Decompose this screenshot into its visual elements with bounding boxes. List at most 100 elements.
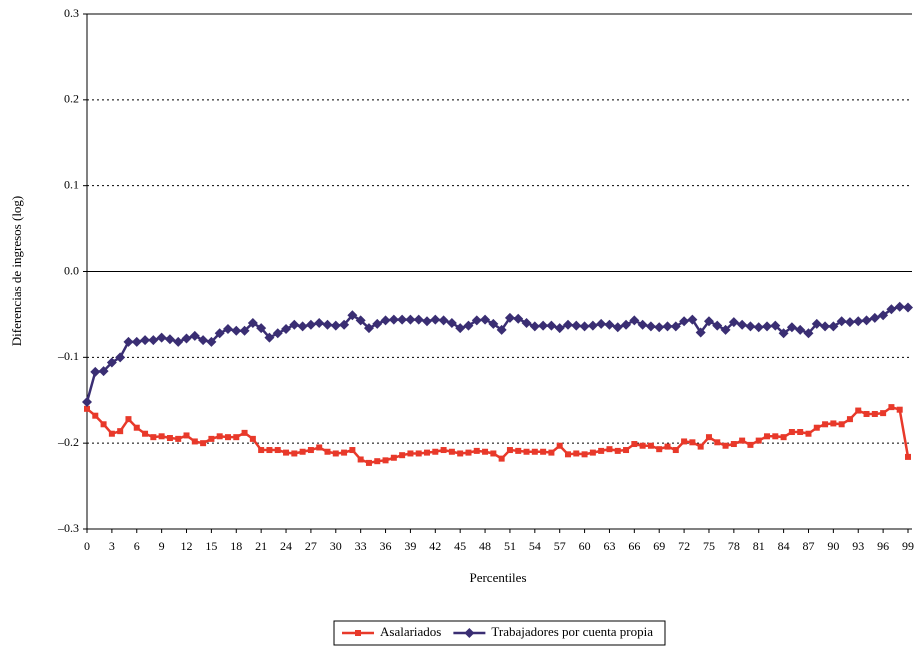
marker — [297, 321, 308, 332]
marker — [123, 336, 134, 347]
marker — [813, 424, 820, 431]
marker — [100, 421, 107, 428]
marker — [92, 412, 99, 419]
x-tick-label: 27 — [305, 539, 317, 553]
marker — [695, 327, 706, 338]
marker — [647, 442, 654, 449]
marker — [455, 323, 466, 334]
x-tick-label: 99 — [902, 539, 914, 553]
marker — [407, 450, 414, 457]
marker — [457, 450, 464, 457]
marker — [430, 314, 441, 325]
marker — [838, 421, 845, 428]
marker — [556, 442, 563, 449]
marker — [448, 448, 455, 455]
x-tick-label: 24 — [280, 539, 292, 553]
x-tick-label: 96 — [877, 539, 889, 553]
marker — [349, 447, 356, 454]
x-tick-label: 48 — [479, 539, 491, 553]
marker — [805, 430, 812, 437]
series-line — [86, 405, 910, 465]
marker — [208, 435, 215, 442]
marker — [397, 314, 408, 325]
marker — [564, 451, 571, 458]
x-tick-label: 21 — [255, 539, 267, 553]
marker — [283, 449, 290, 456]
marker — [853, 316, 864, 327]
marker — [200, 440, 207, 447]
marker — [714, 439, 721, 446]
marker — [380, 315, 391, 326]
marker — [664, 443, 671, 450]
x-tick-label: 93 — [852, 539, 864, 553]
marker — [681, 438, 688, 445]
marker — [117, 428, 124, 435]
x-tick-label: 9 — [159, 539, 165, 553]
x-tick-label: 63 — [603, 539, 615, 553]
marker — [631, 441, 638, 448]
legend-marker — [464, 628, 475, 638]
marker — [482, 448, 489, 455]
marker — [786, 322, 797, 333]
marker — [523, 448, 530, 455]
marker — [231, 325, 242, 336]
y-axis-label: Diferencias de ingresos (log) — [9, 196, 24, 347]
marker — [780, 434, 787, 441]
marker — [896, 406, 903, 413]
marker — [206, 336, 217, 347]
marker — [316, 444, 323, 451]
marker — [903, 302, 913, 313]
marker — [905, 453, 911, 460]
y-tick-label: 0.1 — [64, 177, 79, 191]
marker — [540, 448, 547, 455]
marker — [596, 318, 607, 329]
x-tick-label: 12 — [181, 539, 193, 553]
marker — [755, 437, 762, 444]
x-tick-label: 57 — [554, 539, 566, 553]
marker — [189, 330, 200, 341]
marker — [778, 328, 789, 339]
marker — [606, 446, 613, 453]
marker — [515, 447, 522, 454]
marker — [770, 320, 781, 331]
marker — [878, 310, 889, 321]
marker — [314, 318, 325, 328]
marker — [324, 448, 331, 455]
marker — [712, 320, 723, 331]
marker — [222, 324, 233, 335]
marker — [581, 451, 588, 458]
marker — [399, 452, 406, 459]
marker — [156, 332, 167, 343]
marker — [90, 366, 101, 377]
marker — [249, 435, 256, 442]
marker — [679, 316, 690, 327]
marker — [166, 435, 173, 442]
x-tick-label: 30 — [330, 539, 342, 553]
marker — [415, 450, 422, 457]
marker — [614, 447, 621, 454]
marker — [745, 321, 756, 332]
marker — [307, 447, 314, 454]
x-tick-label: 18 — [230, 539, 242, 553]
marker — [115, 352, 126, 363]
marker — [621, 319, 632, 330]
marker — [803, 328, 814, 339]
marker — [424, 449, 431, 456]
marker — [150, 434, 157, 441]
y-tick-label: 0.0 — [64, 263, 79, 277]
marker — [488, 318, 499, 329]
marker — [274, 447, 281, 454]
x-tick-label: 84 — [778, 539, 790, 553]
marker — [728, 317, 739, 328]
marker — [645, 321, 656, 332]
marker — [662, 321, 673, 332]
marker — [173, 336, 184, 347]
marker — [697, 443, 704, 450]
marker — [258, 447, 265, 454]
marker — [739, 437, 746, 444]
marker — [473, 447, 480, 454]
marker — [521, 318, 532, 328]
marker — [598, 447, 605, 454]
marker — [637, 319, 648, 330]
marker — [538, 320, 549, 331]
